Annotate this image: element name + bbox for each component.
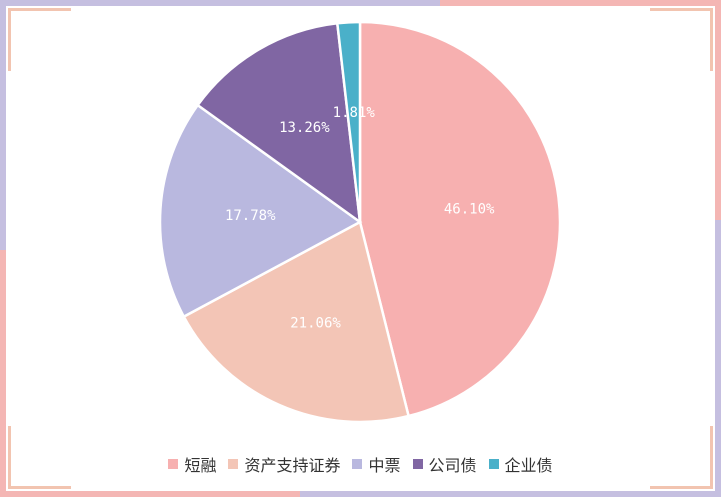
legend-swatch xyxy=(168,459,179,469)
border-decoration xyxy=(440,0,721,6)
legend-swatch xyxy=(488,459,499,469)
legend-swatch xyxy=(228,459,239,469)
corner-bracket xyxy=(8,8,71,71)
border-decoration xyxy=(300,491,721,497)
legend-item[interactable]: 中票 xyxy=(352,452,401,476)
border-decoration xyxy=(715,220,721,497)
pie-slice[interactable] xyxy=(335,20,362,223)
slice-value-label: 46.10% xyxy=(444,202,495,218)
legend-swatch xyxy=(412,459,423,469)
border-decoration xyxy=(0,0,6,250)
legend-item[interactable]: 资产支持证券 xyxy=(228,452,340,476)
border-decoration xyxy=(715,0,721,220)
corner-bracket xyxy=(8,426,71,489)
corner-bracket xyxy=(650,426,713,489)
corner-bracket xyxy=(650,8,713,71)
legend-label: 资产支持证券 xyxy=(244,456,341,475)
legend-label: 短融 xyxy=(184,456,217,475)
legend-item[interactable]: 公司债 xyxy=(412,452,477,476)
border-decoration xyxy=(0,491,300,497)
border-decoration xyxy=(0,250,6,497)
slice-value-label: 17.78% xyxy=(225,208,276,224)
pie-slice[interactable] xyxy=(195,21,362,225)
slice-value-label: 21.06% xyxy=(290,316,341,332)
pie-slice[interactable] xyxy=(158,103,363,319)
pie-slice[interactable] xyxy=(182,220,411,424)
legend-label: 中票 xyxy=(368,456,401,475)
border-decoration xyxy=(0,0,440,6)
legend-swatch xyxy=(352,459,363,469)
legend-item[interactable]: 企业债 xyxy=(488,452,553,476)
slice-value-label: 13.26% xyxy=(279,120,330,136)
pie-slice[interactable] xyxy=(358,20,562,418)
slice-value-label: 1.81% xyxy=(333,105,376,121)
legend-label: 公司债 xyxy=(428,456,477,475)
chart-legend: 短融 资产支持证券 中票 公司债 企业债 xyxy=(0,452,721,476)
legend-item[interactable]: 短融 xyxy=(168,452,216,476)
legend-label: 企业债 xyxy=(504,456,553,475)
